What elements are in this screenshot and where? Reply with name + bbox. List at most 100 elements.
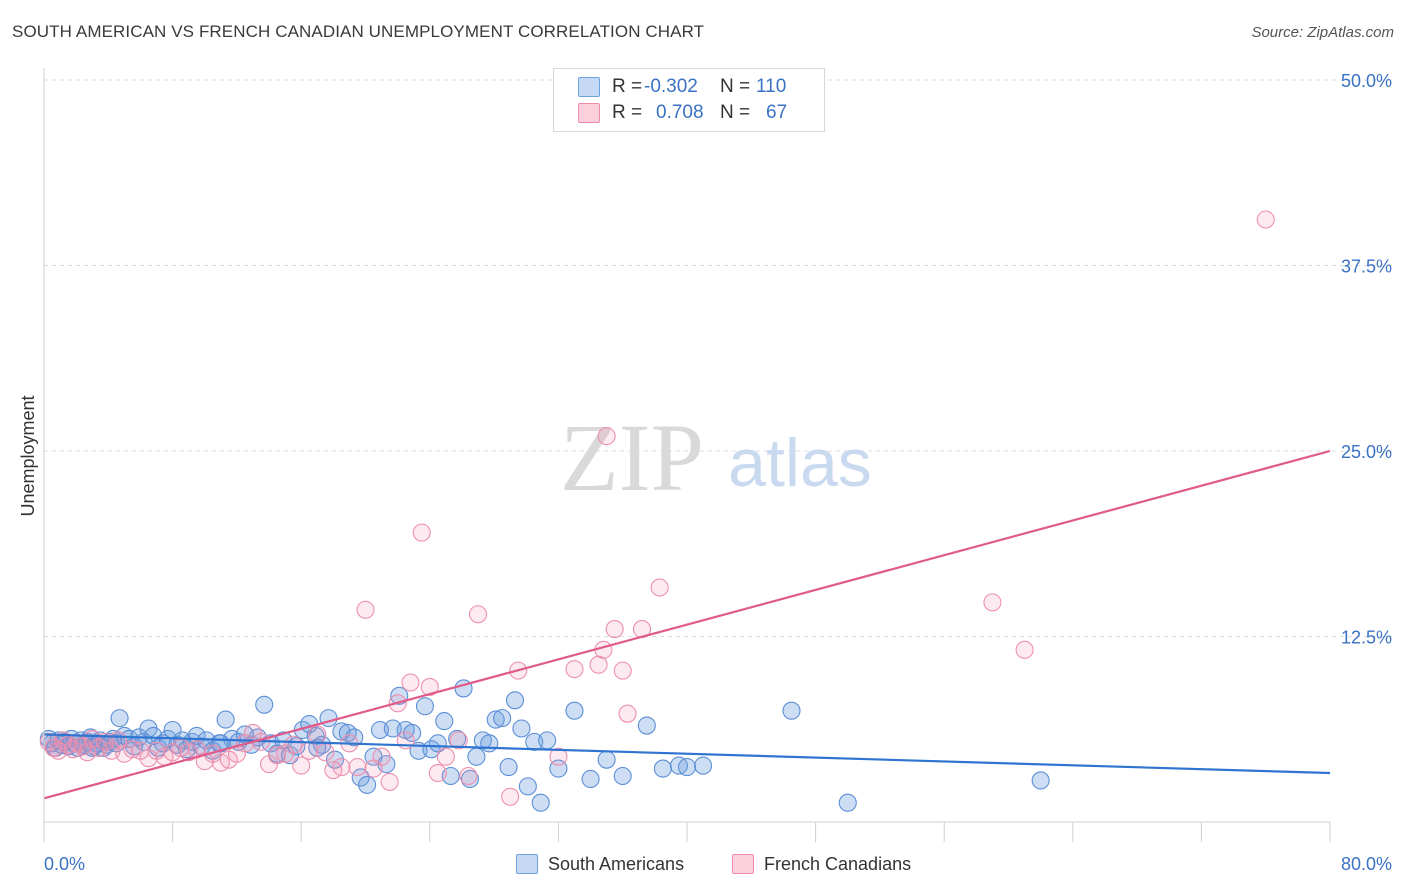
bottom-legend-south-americans: South Americans — [516, 852, 684, 876]
point-french-canadians — [44, 738, 63, 757]
point-south-americans — [403, 723, 422, 743]
point-south-americans — [782, 701, 801, 720]
point-french-canadians — [428, 763, 447, 783]
point-french-canadians — [316, 743, 335, 762]
legend-n-value: 67 — [766, 102, 788, 123]
point-south-americans — [581, 769, 600, 789]
point-french-canadians — [597, 427, 616, 446]
point-french-canadians — [372, 747, 391, 766]
point-french-canadians — [1015, 640, 1034, 659]
bottom-legend-label: French Canadians — [764, 853, 912, 874]
point-french-canadians — [1256, 210, 1275, 229]
point-south-americans — [565, 701, 584, 720]
legend-r-label: R = — [612, 76, 643, 97]
point-french-canadians — [650, 578, 669, 597]
point-south-americans — [518, 777, 537, 796]
watermark: ZIP atlas — [560, 404, 872, 511]
point-french-canadians — [348, 758, 367, 777]
x-tick-label: 0.0% — [44, 854, 85, 874]
legend-n-value: 110 — [756, 76, 787, 97]
point-french-canadians — [449, 731, 468, 750]
point-south-americans — [144, 726, 163, 745]
point-south-americans — [428, 734, 447, 753]
point-french-canadians — [501, 787, 520, 806]
point-french-canadians — [356, 600, 375, 619]
point-south-americans — [467, 747, 486, 766]
point-french-canadians — [380, 772, 399, 791]
point-south-americans — [415, 697, 435, 716]
bottom-legend-french-canadians: French Canadians — [732, 852, 911, 876]
trend-lines — [43, 449, 1331, 800]
legend-r-label: R = — [612, 102, 643, 123]
point-french-canadians — [300, 741, 319, 760]
point-french-canadians — [436, 747, 455, 766]
point-south-americans — [435, 712, 454, 731]
point-french-canadians — [401, 673, 420, 692]
point-french-canadians — [73, 737, 92, 756]
point-french-canadians — [983, 593, 1002, 612]
point-south-americans — [460, 769, 480, 789]
trend-line-french-canadians — [43, 449, 1331, 800]
point-french-canadians — [49, 741, 68, 760]
legend-r-value: -0.302 — [644, 76, 698, 97]
point-south-americans — [637, 716, 656, 735]
point-french-canadians — [308, 725, 327, 744]
point-south-americans — [694, 756, 713, 775]
legend-n-label: N = — [720, 76, 751, 97]
point-south-americans — [505, 691, 525, 710]
point-french-canadians — [412, 523, 431, 542]
point-south-americans — [597, 750, 616, 769]
bottom-legend-label: South Americans — [548, 853, 685, 874]
chart-title: SOUTH AMERICAN VS FRENCH CANADIAN UNEMPL… — [12, 22, 705, 41]
watermark-atlas: atlas — [728, 425, 872, 501]
point-south-americans — [613, 766, 632, 786]
grid-layer — [44, 79, 1394, 637]
point-south-americans — [653, 759, 672, 778]
point-south-americans — [512, 719, 531, 738]
watermark-zip: ZIP — [560, 404, 704, 511]
points-layer — [39, 210, 1275, 812]
source-label: Source: ZipAtlas.com — [1251, 24, 1394, 41]
y-tick-label: 12.5% — [1341, 628, 1392, 648]
point-french-canadians — [292, 756, 311, 775]
point-south-americans — [1031, 771, 1050, 790]
point-south-americans — [255, 695, 274, 714]
point-french-canadians — [468, 605, 488, 624]
point-south-americans — [345, 728, 364, 747]
point-south-americans — [173, 731, 192, 750]
point-south-americans — [499, 758, 518, 777]
point-south-americans — [358, 775, 377, 794]
correlation-legend: R = -0.302 N = 110 R = 0.708 N = 67 — [553, 68, 825, 132]
y-axis-label: Unemployment — [18, 395, 38, 516]
point-south-americans — [493, 709, 512, 728]
point-south-americans — [677, 758, 697, 777]
y-tick-label: 25.0% — [1341, 442, 1392, 462]
point-french-canadians — [332, 758, 351, 777]
point-south-americans — [110, 709, 129, 728]
point-south-americans — [480, 734, 499, 753]
point-french-canadians — [618, 704, 637, 723]
point-south-americans — [486, 710, 505, 729]
legend-swatch-pink — [578, 103, 600, 123]
point-french-canadians — [613, 661, 632, 680]
legend-r-value: 0.708 — [656, 102, 704, 123]
point-south-americans — [838, 793, 857, 812]
axis-layer: 12.5% 25.0% 37.5% 50.0% 0.0% 80.0% — [43, 68, 1392, 874]
point-french-canadians — [605, 620, 624, 639]
point-french-canadians — [284, 735, 303, 754]
y-tick-label: 37.5% — [1341, 257, 1392, 277]
point-french-canadians — [420, 677, 439, 697]
x-tick-label: 80.0% — [1341, 854, 1392, 874]
point-french-canadians — [78, 743, 97, 762]
bottom-legend-swatch-blue — [516, 854, 538, 874]
legend-n-label: N = — [720, 102, 751, 123]
point-french-canadians — [565, 660, 584, 679]
legend-swatch-blue — [578, 77, 600, 97]
point-south-americans — [538, 731, 557, 750]
point-south-americans — [351, 768, 370, 787]
y-tick-label: 50.0% — [1341, 71, 1392, 91]
point-french-canadians — [459, 766, 478, 786]
point-south-americans — [216, 710, 235, 729]
bottom-legend-swatch-pink — [732, 854, 754, 874]
